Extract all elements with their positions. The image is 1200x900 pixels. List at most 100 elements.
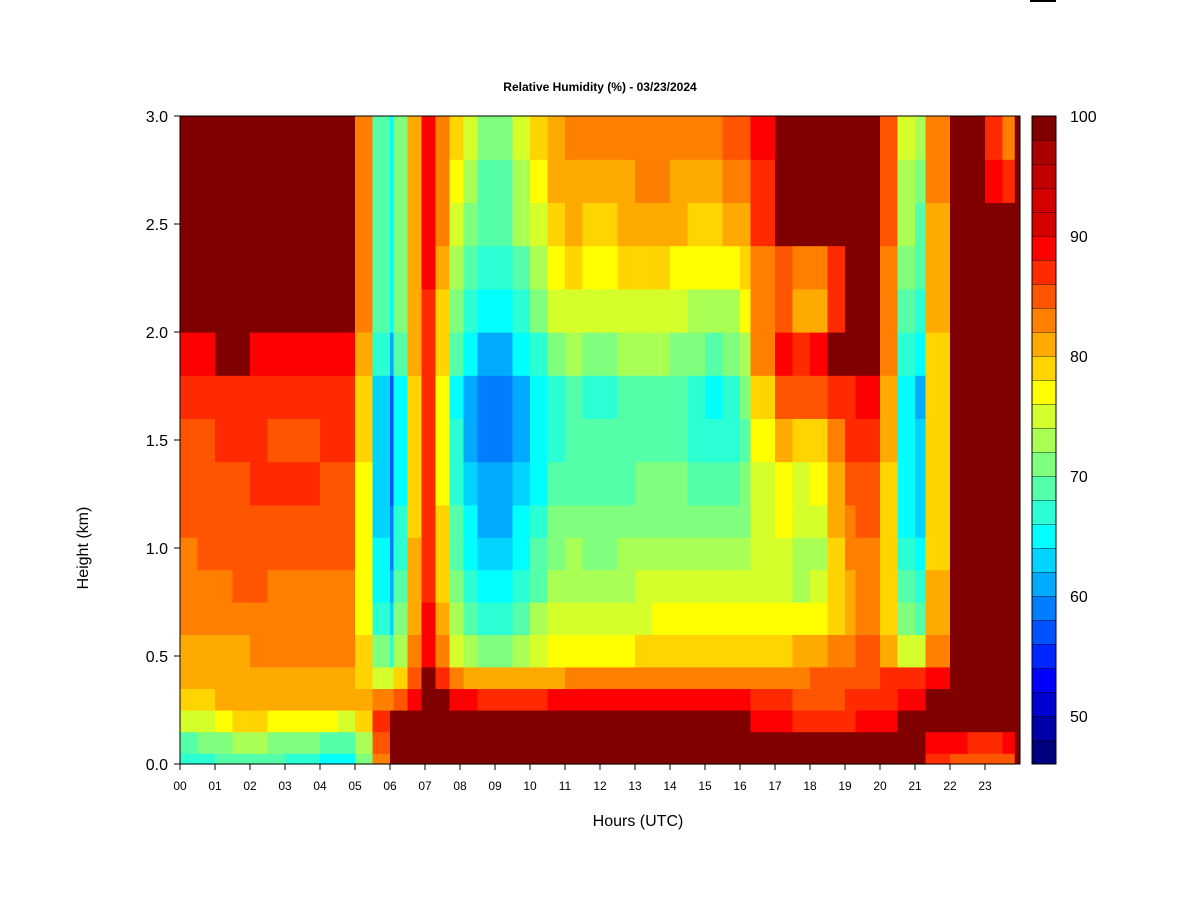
heatmap-cell bbox=[232, 569, 251, 603]
heatmap-cell bbox=[285, 159, 304, 203]
heatmap-cell bbox=[337, 375, 356, 419]
heatmap-cell bbox=[897, 418, 916, 463]
heatmap-cell bbox=[495, 245, 514, 290]
heatmap-cell bbox=[530, 688, 549, 711]
heatmap-cell bbox=[421, 375, 437, 419]
heatmap-cell bbox=[950, 688, 969, 711]
heatmap-cell bbox=[750, 504, 776, 538]
x-tick-label: 14 bbox=[663, 779, 677, 793]
heatmap-cell bbox=[845, 504, 857, 538]
heatmap-cell bbox=[232, 332, 251, 376]
heatmap-cell bbox=[302, 245, 321, 290]
heatmap-cell bbox=[740, 461, 752, 506]
heatmap-cell bbox=[880, 537, 899, 571]
heatmap-cell bbox=[845, 710, 857, 733]
y-tick-label: 3.0 bbox=[146, 109, 168, 126]
heatmap-cell bbox=[477, 666, 496, 689]
heatmap-cell bbox=[967, 569, 986, 603]
heatmap-cell bbox=[232, 710, 251, 733]
heatmap-cell bbox=[775, 245, 794, 290]
heatmap-cell bbox=[687, 634, 706, 668]
heatmap-cell bbox=[180, 202, 199, 247]
heatmap-cell bbox=[855, 688, 881, 711]
heatmap-cell bbox=[810, 666, 829, 689]
x-tick-label: 15 bbox=[698, 779, 712, 793]
heatmap-cell bbox=[880, 375, 899, 419]
heatmap-cell bbox=[337, 731, 356, 754]
heatmap-cell bbox=[792, 666, 811, 689]
heatmap-cell bbox=[967, 418, 986, 463]
heatmap-cell bbox=[880, 418, 899, 463]
heatmap-cell bbox=[792, 375, 811, 419]
heatmap-cell bbox=[372, 116, 391, 160]
heatmap-cell bbox=[215, 116, 234, 160]
heatmap-cell bbox=[985, 569, 1004, 603]
heatmap-cell bbox=[722, 116, 741, 160]
heatmap-cell bbox=[393, 504, 409, 538]
heatmap-cell bbox=[925, 418, 951, 463]
heatmap-cell bbox=[407, 116, 423, 160]
heatmap-cell bbox=[337, 666, 356, 689]
heatmap-cell bbox=[915, 288, 927, 333]
heatmap-cell bbox=[565, 731, 584, 754]
heatmap-cell bbox=[285, 710, 304, 733]
heatmap-cell bbox=[670, 202, 689, 247]
heatmap-cell bbox=[635, 666, 654, 689]
heatmap-cell bbox=[393, 731, 409, 754]
heatmap-cell bbox=[285, 688, 304, 711]
heatmap-cell bbox=[740, 569, 752, 603]
colorbar-segment bbox=[1031, 187, 1057, 213]
heatmap-cell bbox=[232, 634, 251, 668]
heatmap-cell bbox=[1002, 710, 1016, 733]
heatmap-cell bbox=[582, 461, 601, 506]
heatmap-cell bbox=[463, 332, 479, 376]
heatmap-cell bbox=[600, 504, 619, 538]
heatmap-cell bbox=[880, 666, 899, 689]
heatmap-cell bbox=[393, 461, 409, 506]
heatmap-cell bbox=[845, 688, 857, 711]
heatmap-cell bbox=[449, 569, 465, 603]
colorbar-tick-label: 50 bbox=[1070, 709, 1088, 726]
heatmap-cell bbox=[925, 710, 951, 733]
heatmap-cell bbox=[810, 688, 829, 711]
colorbar-segment bbox=[1031, 619, 1057, 645]
heatmap-cell bbox=[810, 504, 829, 538]
heatmap-cell bbox=[897, 245, 916, 290]
heatmap-cell bbox=[565, 504, 584, 538]
heatmap-cell bbox=[197, 418, 216, 463]
heatmap-cell bbox=[740, 504, 752, 538]
heatmap-cell bbox=[855, 288, 881, 333]
heatmap-cell bbox=[250, 537, 269, 571]
heatmap-cell bbox=[600, 634, 619, 668]
heatmap-cell bbox=[530, 202, 549, 247]
heatmap-cell bbox=[355, 202, 374, 247]
heatmap-cell bbox=[687, 288, 706, 333]
heatmap-cell bbox=[477, 375, 496, 419]
heatmap-cell bbox=[320, 375, 339, 419]
x-tick-label: 13 bbox=[628, 779, 642, 793]
heatmap-cell bbox=[600, 418, 619, 463]
heatmap-cell bbox=[635, 537, 654, 571]
heatmap-cell bbox=[845, 159, 857, 203]
heatmap-cell bbox=[407, 418, 423, 463]
heatmap-cell bbox=[1002, 375, 1016, 419]
heatmap-cell bbox=[652, 288, 671, 333]
heatmap-cell bbox=[215, 537, 234, 571]
heatmap-cell bbox=[740, 602, 752, 635]
heatmap-cell bbox=[967, 753, 986, 765]
heatmap-cell bbox=[449, 602, 465, 635]
heatmap-cell bbox=[372, 731, 391, 754]
heatmap-cell bbox=[302, 116, 321, 160]
heatmap-cell bbox=[512, 569, 531, 603]
heatmap-cell bbox=[652, 710, 671, 733]
heatmap-cell bbox=[1002, 288, 1016, 333]
heatmap-cell bbox=[250, 731, 269, 754]
heatmap-cell bbox=[267, 461, 286, 506]
heatmap-cell bbox=[705, 288, 724, 333]
heatmap-cell bbox=[827, 288, 846, 333]
heatmap-cell bbox=[337, 202, 356, 247]
heatmap-cell bbox=[635, 159, 654, 203]
heatmap-cell bbox=[950, 666, 969, 689]
heatmap-cell bbox=[547, 159, 566, 203]
heatmap-cell bbox=[512, 375, 531, 419]
